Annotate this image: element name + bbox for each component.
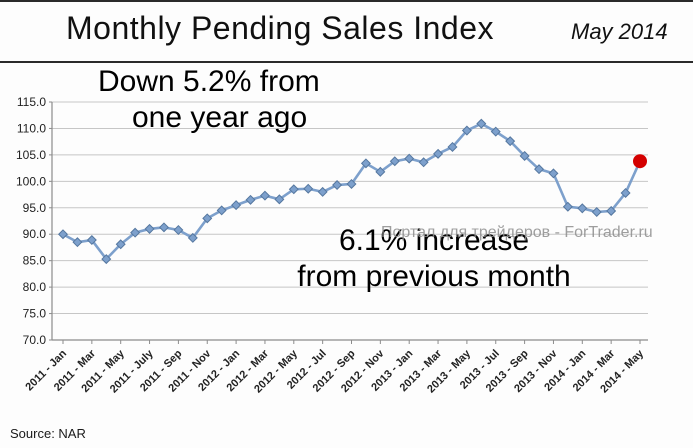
highlight-dot xyxy=(633,154,647,169)
y-tick-label: 75.0 xyxy=(23,307,47,321)
data-point-marker xyxy=(130,227,141,238)
data-point-marker xyxy=(606,205,617,216)
data-point-marker xyxy=(115,239,126,250)
data-point-marker xyxy=(144,223,155,234)
annotation-up-line1: 6.1% increase xyxy=(338,224,530,257)
data-point-marker xyxy=(476,118,487,129)
data-point-marker xyxy=(534,164,545,175)
title-divider xyxy=(0,61,693,63)
y-tick-label: 80.0 xyxy=(23,280,47,294)
watermark: Портал для трейдеров - ForTrader.ru xyxy=(381,224,653,241)
y-tick-label: 110.0 xyxy=(17,121,46,135)
data-point-marker xyxy=(72,237,83,248)
data-point-marker xyxy=(562,201,573,212)
data-point-marker xyxy=(259,190,270,201)
data-point-marker xyxy=(332,180,343,191)
data-point-marker xyxy=(288,184,299,195)
data-point-marker xyxy=(548,168,559,179)
data-point-marker xyxy=(447,141,458,152)
data-point-marker xyxy=(505,136,516,147)
annotation-down-line1: Down 5.2% from xyxy=(98,65,320,98)
annotation-down-line2: one year ago xyxy=(132,101,308,134)
data-point-marker xyxy=(303,183,314,194)
data-point-marker xyxy=(101,254,112,265)
data-point-marker xyxy=(187,232,198,243)
data-point-marker xyxy=(519,150,530,161)
data-point-marker xyxy=(433,148,444,159)
data-point-marker xyxy=(418,157,429,168)
data-point-marker xyxy=(360,158,371,169)
data-point-marker xyxy=(404,153,415,164)
data-point-marker xyxy=(202,213,213,224)
data-point-marker xyxy=(245,194,256,205)
source-note: Source: NAR xyxy=(10,426,86,441)
y-tick-label: 85.0 xyxy=(23,254,47,268)
y-tick-label: 70.0 xyxy=(23,333,47,347)
data-point-marker xyxy=(620,187,631,198)
data-point-marker xyxy=(57,229,69,240)
data-point-marker xyxy=(173,224,184,235)
data-point-marker xyxy=(346,178,357,189)
data-point-marker xyxy=(231,200,242,211)
annotation-up: 6.1% increase from previous month xyxy=(248,223,620,295)
annotation-down: Down 5.2% from one year ago xyxy=(98,64,320,136)
data-point-marker xyxy=(86,235,97,246)
data-point-marker xyxy=(375,166,386,177)
data-point-marker xyxy=(490,126,501,137)
y-tick-label: 100.0 xyxy=(16,174,46,188)
page-title: Monthly Pending Sales Index xyxy=(66,10,494,46)
data-point-marker xyxy=(317,186,328,197)
data-point-marker xyxy=(158,222,169,233)
data-point-marker xyxy=(274,194,285,205)
data-point-marker xyxy=(577,203,588,214)
y-tick-label: 90.0 xyxy=(23,227,47,241)
y-tick-label: 105.0 xyxy=(16,148,46,162)
data-point-marker xyxy=(591,207,602,218)
data-point-marker xyxy=(216,205,227,216)
data-point-marker xyxy=(389,156,400,167)
data-point-marker xyxy=(461,125,472,136)
page-subtitle: May 2014 xyxy=(571,19,668,44)
y-tick-label: 115.0 xyxy=(17,95,46,109)
annotation-up-line2: from previous month xyxy=(297,260,571,293)
y-tick-label: 95.0 xyxy=(23,201,47,215)
